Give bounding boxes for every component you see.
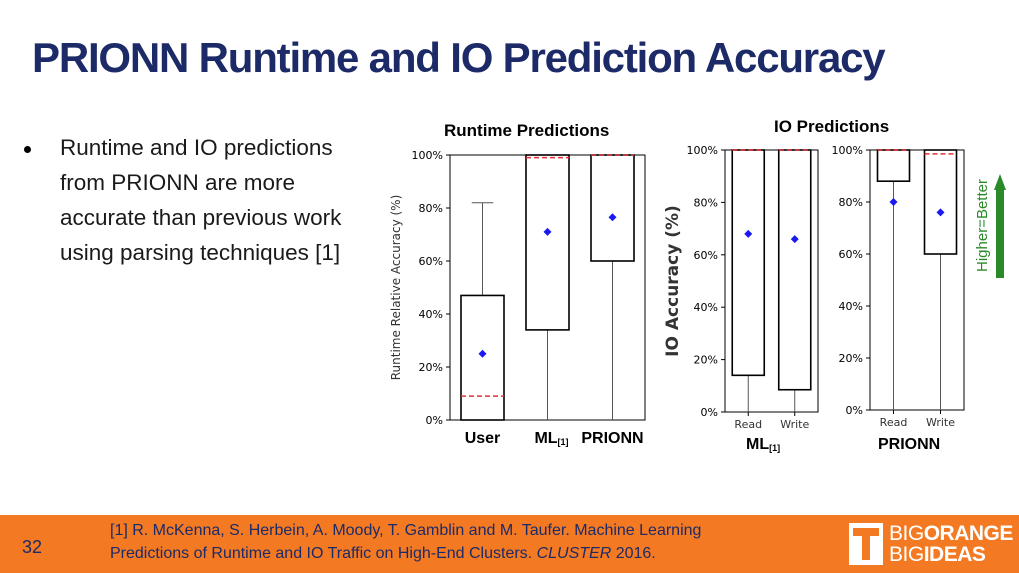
io-ml-box-chart: 0% 20% 40% 60% 80% 100% IO Accuracy (%) Read Wri…: [663, 144, 819, 431]
io-group-label-prionn: PRIONN: [878, 436, 941, 453]
box-iqr: [460, 294, 505, 421]
box-iqr: [731, 149, 766, 377]
category-label: Write: [926, 416, 955, 429]
page-number: 32: [22, 537, 43, 557]
plot-frame: [724, 149, 819, 413]
y-tick-label: 40%: [694, 301, 718, 314]
higher-better-label: Higher=Better: [974, 179, 991, 272]
bullet-text: Runtime and IO predictions from PRIONN a…: [60, 135, 342, 265]
up-arrow-icon: [994, 174, 1006, 278]
slide-title: PRIONN Runtime and IO Prediction Accurac…: [32, 34, 886, 81]
runtime-box-chart: 0% 20% 40% 60% 80% 100% Runtime Relative Accur…: [389, 149, 646, 427]
y-tick-label: 80%: [694, 196, 718, 209]
y-tick-label: 80%: [839, 196, 863, 209]
y-axis-label: Runtime Relative Accuracy (%): [389, 195, 403, 381]
box-iqr: [777, 149, 812, 391]
y-tick-label: 100%: [832, 144, 863, 157]
bullet-dot: [24, 146, 31, 153]
io-prionn-box-chart: 0% 20% 40% 60% 80% 100% Read Write: [832, 144, 965, 429]
mean-marker: [608, 213, 617, 222]
citation-line-1: [1] R. McKenna, S. Herbein, A. Moody, T.…: [110, 522, 702, 539]
y-tick-label: 60%: [694, 249, 718, 262]
mean-marker: [744, 229, 753, 238]
citation-line-2: Predictions of Runtime and IO Traffic on…: [110, 545, 656, 562]
box-iqr: [525, 154, 570, 331]
category-label: Write: [780, 418, 809, 431]
y-axis-label: IO Accuracy (%): [663, 205, 683, 357]
mean-marker: [790, 235, 799, 244]
mean-marker: [936, 208, 945, 217]
category-label: User: [464, 430, 501, 447]
y-tick-label: 40%: [419, 308, 443, 321]
box-iqr: [590, 154, 635, 262]
category-label: Read: [880, 416, 908, 429]
box-iqr: [923, 149, 958, 255]
y-tick-label: 0%: [701, 406, 718, 419]
y-tick-label: 80%: [419, 202, 443, 215]
io-chart-title: IO Predictions: [774, 117, 890, 136]
box-iqr: [876, 149, 911, 183]
runtime-chart-title: Runtime Predictions: [444, 121, 610, 140]
y-tick-label: 60%: [839, 248, 863, 261]
y-tick-label: 40%: [839, 300, 863, 313]
io-group-label-ml: ML[1]: [746, 436, 781, 453]
y-tick-label: 0%: [846, 404, 863, 417]
tennessee-t-icon: [849, 523, 883, 565]
plot-frame: [869, 149, 965, 411]
y-tick-label: 60%: [419, 255, 443, 268]
y-tick-label: 20%: [694, 354, 718, 367]
citation: [1] R. McKenna, S. Herbein, A. Moody, T.…: [110, 519, 830, 565]
mean-marker: [478, 349, 487, 358]
footer-bar: 32 [1] R. McKenna, S. Herbein, A. Moody,…: [0, 515, 1019, 573]
y-tick-label: 100%: [412, 149, 443, 162]
y-tick-label: 20%: [419, 361, 443, 374]
y-tick-label: 20%: [839, 352, 863, 365]
category-label: Read: [734, 418, 762, 431]
category-label: ML[1]: [534, 430, 569, 447]
y-tick-label: 0%: [426, 414, 443, 427]
mean-marker: [543, 227, 552, 236]
category-label: PRIONN: [581, 430, 644, 447]
big-orange-big-ideas-logo: BIGORANGE BIGIDEAS: [849, 521, 1014, 569]
y-tick-label: 100%: [687, 144, 718, 157]
mean-marker: [889, 198, 898, 206]
